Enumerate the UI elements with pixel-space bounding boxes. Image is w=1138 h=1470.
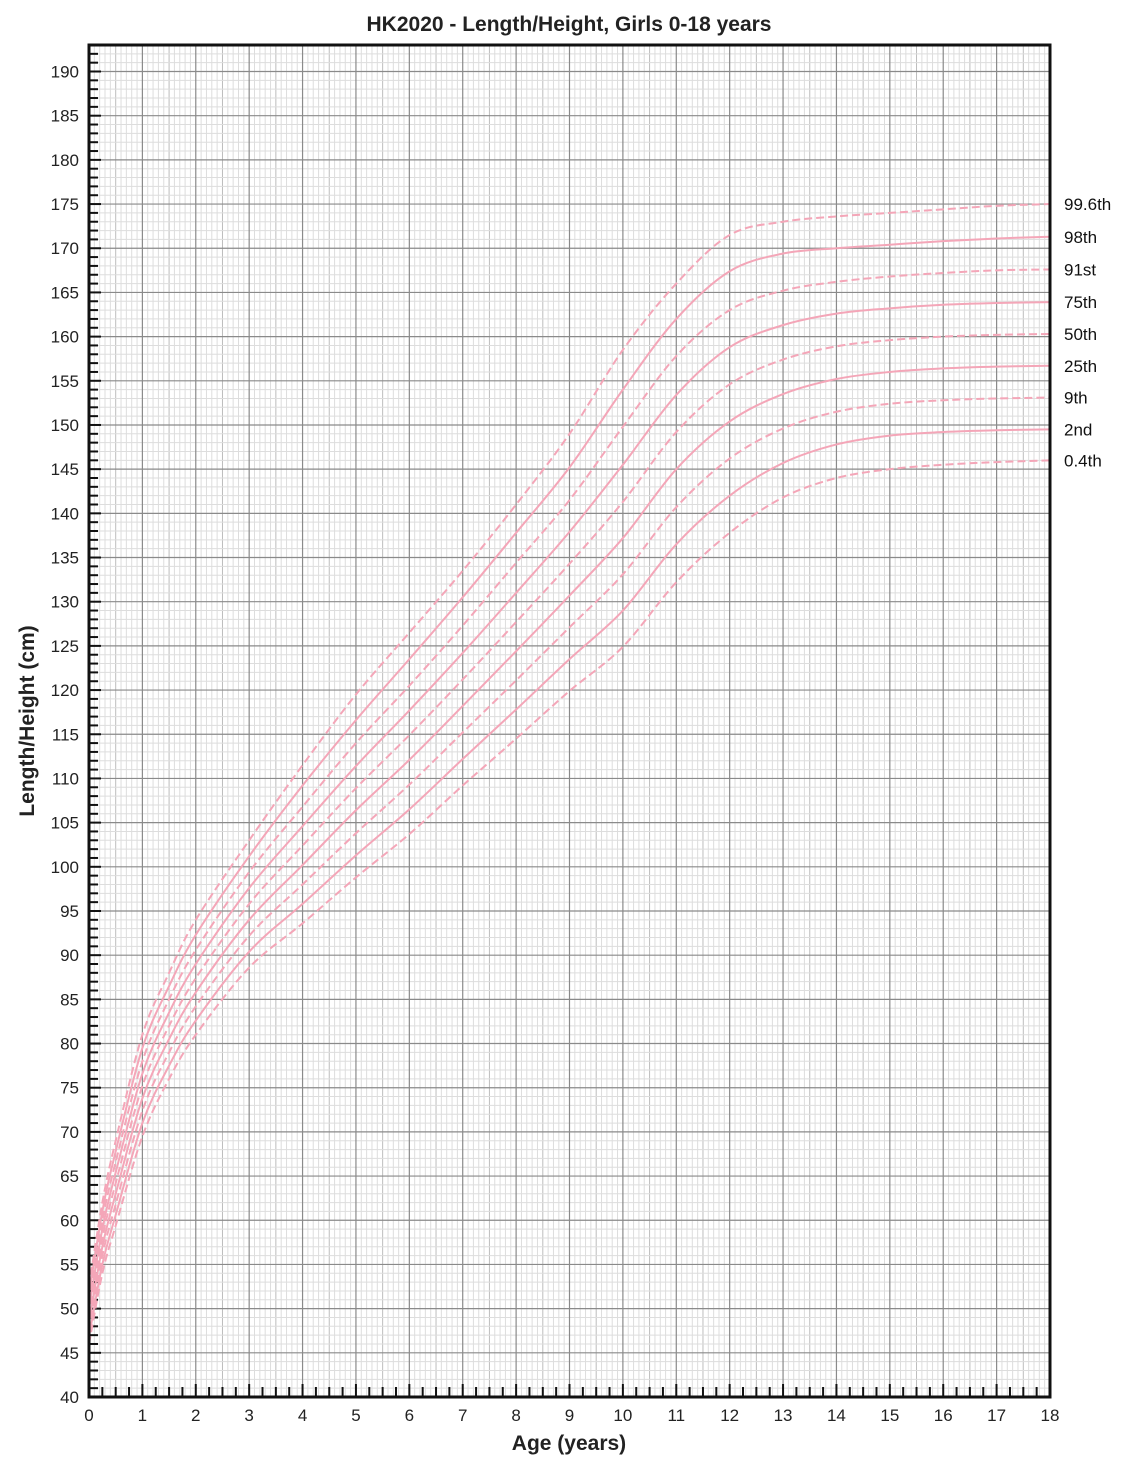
y-tick-label: 150 xyxy=(51,416,79,435)
x-tick-label: 17 xyxy=(987,1406,1006,1425)
y-tick-label: 75 xyxy=(60,1079,79,1098)
percentile-label-25th: 25th xyxy=(1064,357,1097,376)
plot-frame xyxy=(87,43,1052,1399)
y-tick-label: 70 xyxy=(60,1123,79,1142)
percentile-curve-75th xyxy=(88,301,1051,1309)
x-tick-label: 13 xyxy=(774,1406,793,1425)
x-tick-label: 3 xyxy=(244,1406,253,1425)
y-tick-label: 185 xyxy=(51,107,79,126)
x-tick-label: 8 xyxy=(511,1406,520,1425)
y-tick-label: 170 xyxy=(51,239,79,258)
y-tick-label: 180 xyxy=(51,151,79,170)
y-tick-label: 65 xyxy=(60,1167,79,1186)
percentile-label-91st: 91st xyxy=(1064,260,1096,279)
x-tick-labels: 0 1 2 3 4 5 6 7 8 9 10 11 12 13 14 15 16 17 18 xyxy=(84,1406,1059,1425)
percentile-curve-0-4th xyxy=(88,459,1051,1345)
y-tick-label: 140 xyxy=(51,504,79,523)
y-tick-label: 175 xyxy=(51,195,79,214)
major-grid xyxy=(89,45,1050,1397)
y-tick-label: 105 xyxy=(51,814,79,833)
y-tick-labels: 40 45 50 55 60 65 70 75 80 85 90 95 100 105 110 115 120 1… xyxy=(51,63,79,1407)
y-tick-label: 50 xyxy=(60,1300,79,1319)
y-tick-label: 85 xyxy=(60,990,79,1009)
y-tick-label: 90 xyxy=(60,946,79,965)
percentile-labels: 99.6th 98th 91st 75th 50th 25th 9th 2nd 0.4th xyxy=(1064,195,1111,470)
percentile-curve-2nd xyxy=(88,428,1051,1338)
y-tick-label: 130 xyxy=(51,593,79,612)
percentile-label-75th: 75th xyxy=(1064,293,1097,312)
percentile-curves xyxy=(88,203,1051,1345)
y-tick-label: 95 xyxy=(60,902,79,921)
percentile-label-99-6th: 99.6th xyxy=(1064,195,1111,214)
x-tick-label: 16 xyxy=(934,1406,953,1425)
y-tick-label: 125 xyxy=(51,637,79,656)
y-tick-label: 110 xyxy=(52,769,79,788)
x-tick-label: 1 xyxy=(138,1406,147,1425)
x-tick-label: 18 xyxy=(1041,1406,1060,1425)
percentile-curve-99-6th xyxy=(88,203,1051,1287)
y-tick-label: 100 xyxy=(51,858,79,877)
x-tick-label: 14 xyxy=(827,1406,846,1425)
y-tick-label: 60 xyxy=(60,1211,79,1230)
y-tick-label: 120 xyxy=(51,681,79,700)
x-tick-label: 2 xyxy=(191,1406,200,1425)
x-tick-label: 6 xyxy=(405,1406,414,1425)
x-tick-label: 5 xyxy=(351,1406,360,1425)
y-tick-label: 55 xyxy=(60,1255,79,1274)
percentile-label-9th: 9th xyxy=(1064,389,1088,408)
x-tick-label: 9 xyxy=(565,1406,574,1425)
x-tick-label: 0 xyxy=(84,1406,93,1425)
percentile-label-98th: 98th xyxy=(1064,228,1097,247)
x-axis-title: Age (years) xyxy=(512,1432,626,1455)
percentile-curve-50th xyxy=(88,332,1051,1316)
x-tick-label: 4 xyxy=(298,1406,307,1425)
y-tick-label: 190 xyxy=(51,63,79,82)
x-tick-label: 7 xyxy=(458,1406,467,1425)
percentile-curve-91st xyxy=(88,268,1051,1302)
percentile-label-50th: 50th xyxy=(1064,325,1097,344)
x-tick-label: 12 xyxy=(720,1406,739,1425)
y-tick-label: 80 xyxy=(60,1035,79,1054)
y-tick-label: 145 xyxy=(51,460,79,479)
x-tick-label: 11 xyxy=(667,1406,685,1425)
y-axis-title: Length/Height (cm) xyxy=(16,625,39,816)
x-tick-label: 10 xyxy=(613,1406,632,1425)
percentile-curve-98th xyxy=(88,235,1051,1295)
y-tick-label: 115 xyxy=(52,725,79,744)
y-tick-label: 40 xyxy=(60,1388,79,1407)
percentile-label-0-4th: 0.4th xyxy=(1064,451,1102,470)
x-tick-label: 15 xyxy=(880,1406,899,1425)
y-tick-label: 165 xyxy=(51,283,79,302)
y-tick-label: 135 xyxy=(51,549,79,568)
y-tick-label: 155 xyxy=(51,372,79,391)
chart-title: HK2020 - Length/Height, Girls 0-18 years xyxy=(367,13,772,36)
percentile-curve-25th xyxy=(88,364,1051,1323)
percentile-label-2nd: 2nd xyxy=(1064,420,1092,439)
y-tick-label: 45 xyxy=(60,1344,79,1363)
y-tick-label: 160 xyxy=(51,328,79,347)
percentile-curve-9th xyxy=(88,396,1051,1331)
